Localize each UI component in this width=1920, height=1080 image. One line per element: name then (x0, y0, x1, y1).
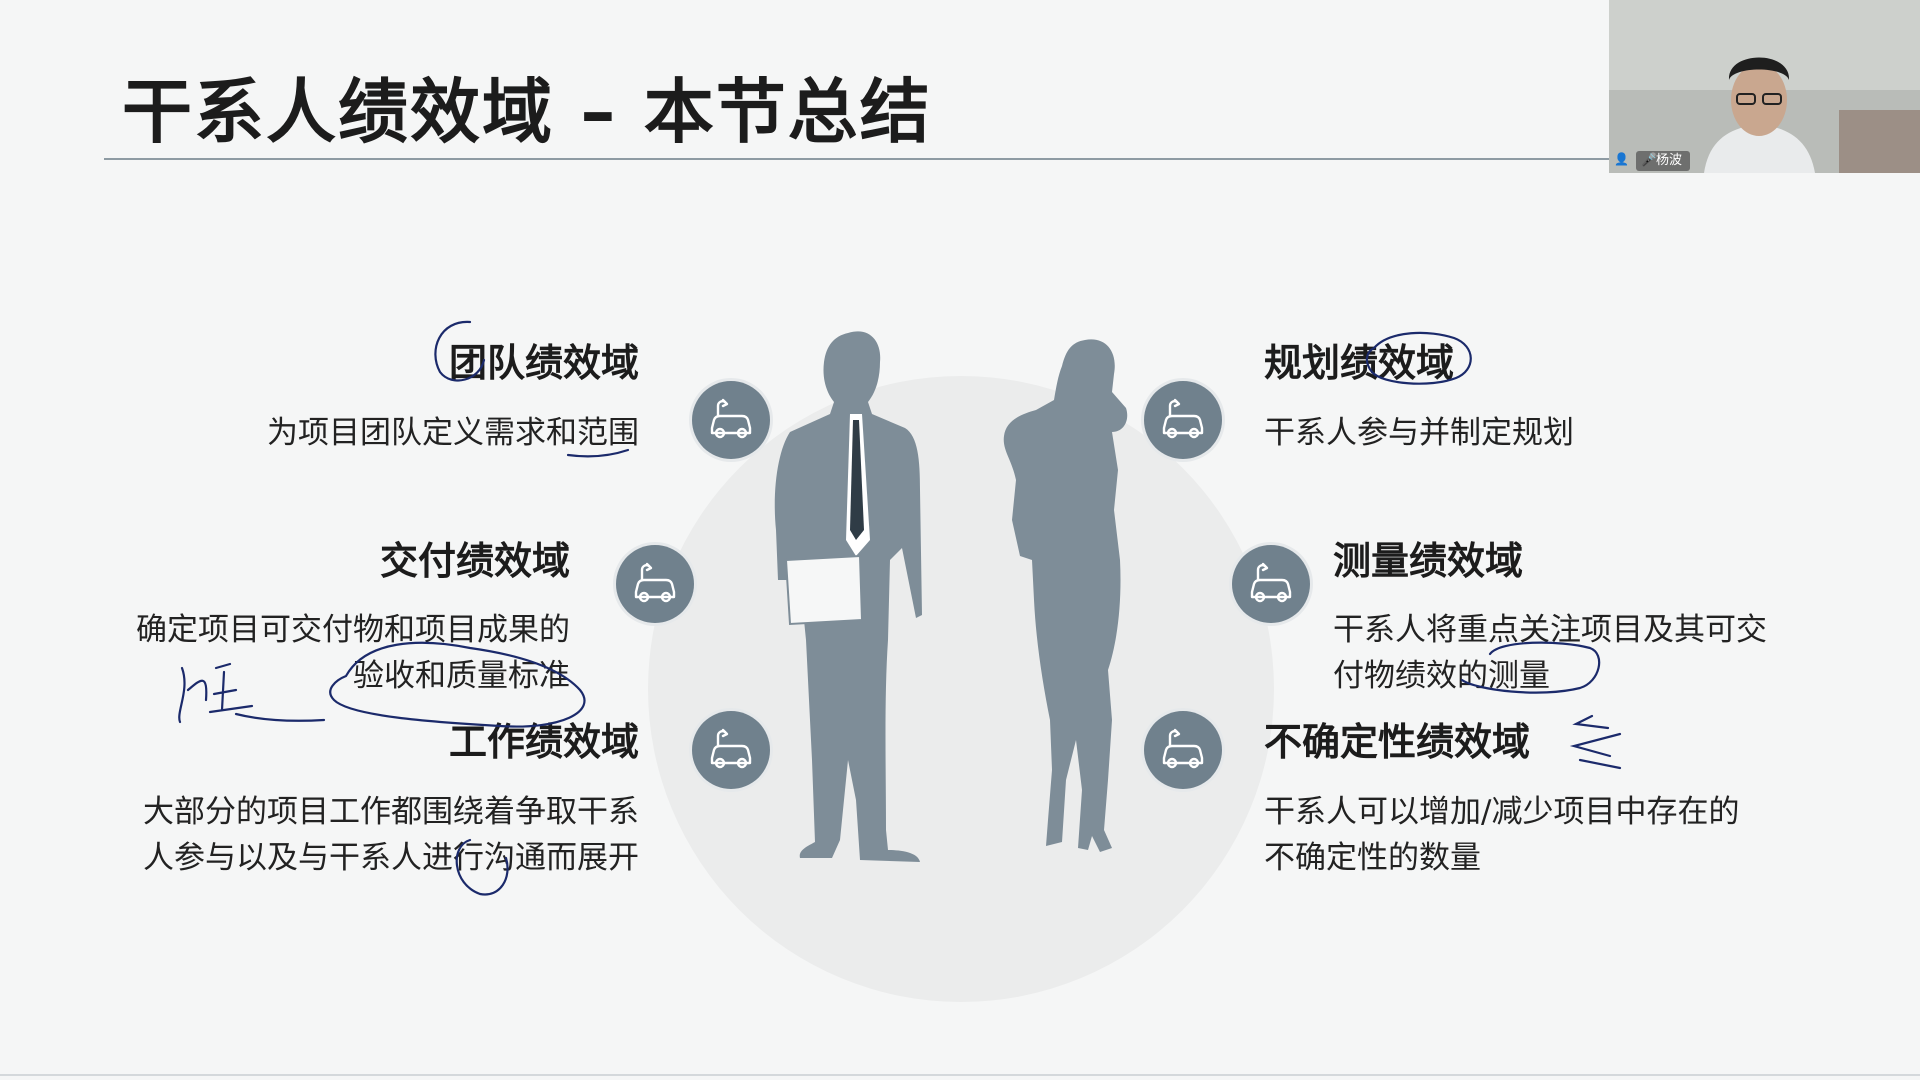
work-domain-desc: 大部分的项目工作都围绕着争取干系 人参与以及与干系人进行沟通而展开 (143, 789, 639, 881)
car-charging-icon (710, 728, 752, 769)
planning-domain-desc: 干系人参与并制定规划 (1264, 410, 1574, 456)
desc-line: 确定项目可交付物和项目成果的 (136, 612, 570, 648)
measurement-domain-desc: 干系人将重点关注项目及其可交 付物绩效的测量 (1333, 607, 1767, 699)
woman-silhouette (1003, 339, 1128, 852)
desc-line: 不确定性的数量 (1264, 840, 1481, 876)
participant-name-tag: 🎤 杨波 (1636, 151, 1691, 171)
desc-line: 付物绩效的测量 (1333, 658, 1550, 694)
presenter-video (1609, 0, 1920, 173)
microphone-icon[interactable]: 🎤 (1641, 153, 1658, 168)
team-domain-desc: 为项目团队定义需求和范围 (267, 410, 639, 456)
car-charging-icon (1250, 562, 1292, 603)
uncertainty-domain-icon (1144, 711, 1222, 789)
delivery-domain-icon (616, 545, 694, 623)
work-domain-title: 工作绩效域 (448, 720, 639, 764)
webcam-feed[interactable] (1609, 0, 1920, 173)
person-icon[interactable]: 👤 (1614, 152, 1629, 166)
measurement-domain-icon (1232, 545, 1310, 623)
desc-line: 干系人可以增加/减少项目中存在的 (1264, 794, 1740, 830)
team-domain-title: 团队绩效域 (448, 341, 639, 385)
uncertainty-domain-desc: 干系人可以增加/减少项目中存在的 不确定性的数量 (1264, 789, 1739, 881)
planning-domain-title: 规划绩效域 (1264, 341, 1455, 385)
car-charging-icon (1162, 398, 1204, 439)
measurement-domain-title: 测量绩效域 (1333, 539, 1524, 583)
delivery-domain-title: 交付绩效域 (379, 539, 570, 583)
car-charging-icon (634, 562, 676, 603)
desc-line: 干系人参与并制定规划 (1264, 415, 1574, 451)
desc-line: 人参与以及与干系人进行沟通而展开 (143, 840, 639, 876)
desc-line: 大部分的项目工作都围绕着争取干系 (143, 794, 639, 830)
planning-domain-icon (1144, 381, 1222, 459)
background-ring (648, 376, 1274, 1002)
work-domain-icon (692, 711, 770, 789)
car-charging-icon (1162, 728, 1204, 769)
desc-line: 干系人将重点关注项目及其可交 (1333, 612, 1767, 648)
participant-name: 杨波 (1656, 153, 1683, 168)
bottom-divider (0, 1074, 1920, 1076)
uncertainty-domain-title: 不确定性绩效域 (1264, 720, 1531, 764)
desc-line: 验收和质量标准 (353, 658, 570, 694)
slide-title: 干系人绩效域 – 本节总结 (122, 71, 932, 153)
car-charging-icon (710, 398, 752, 439)
delivery-domain-desc: 确定项目可交付物和项目成果的 验收和质量标准 (136, 607, 570, 699)
desc-line: 为项目团队定义需求和范围 (267, 415, 639, 451)
title-divider (104, 158, 1616, 160)
team-domain-icon (692, 381, 770, 459)
